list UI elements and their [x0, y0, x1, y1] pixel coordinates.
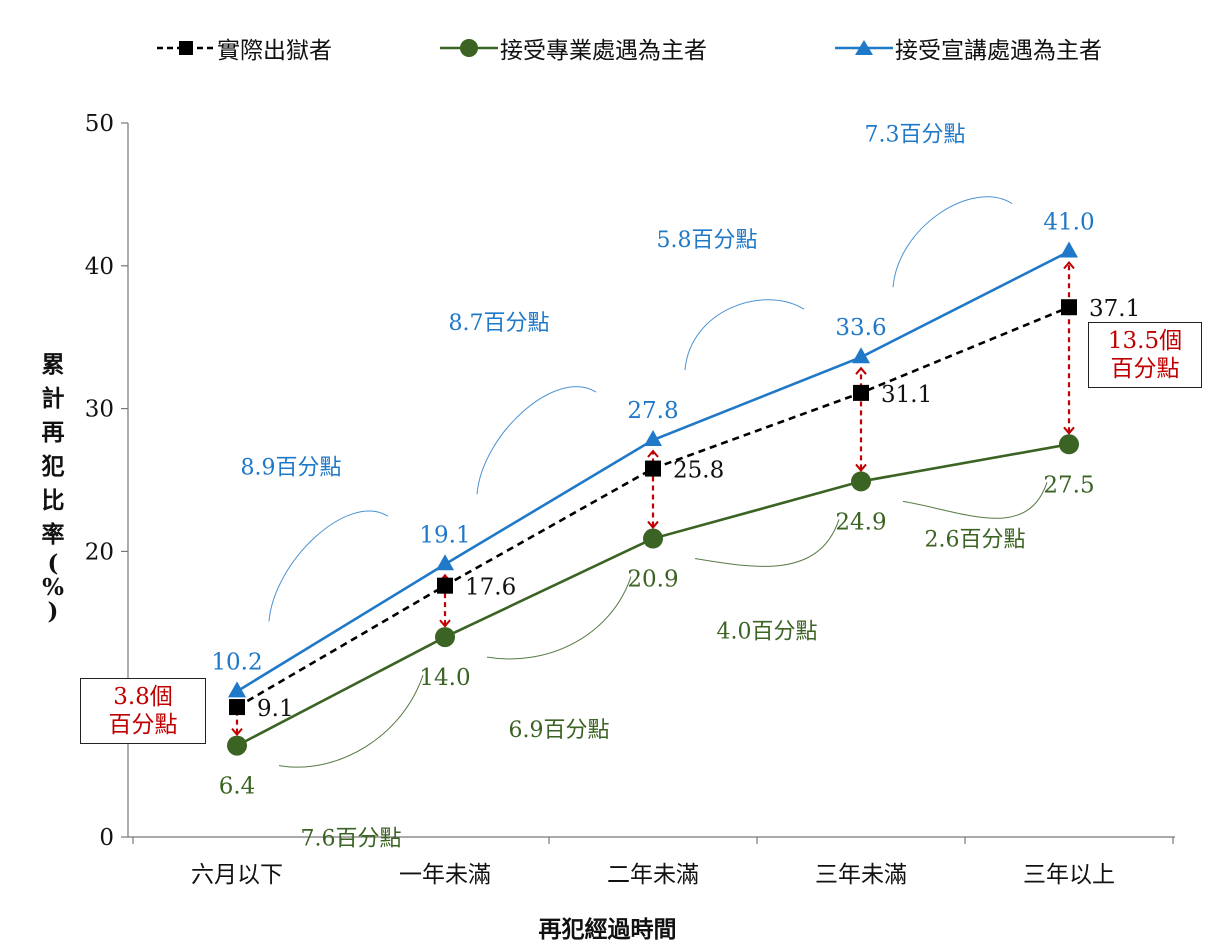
gap-box-first: 3.8個 百分點: [80, 678, 206, 744]
data-point-triangle: [852, 347, 870, 364]
data-label-lecture: 10.2: [211, 649, 262, 675]
y-axis-title-char: 比: [41, 487, 65, 514]
legend-item-professional: 接受專業處遇為主者: [438, 28, 707, 68]
y-axis-title-char: 犯: [41, 453, 65, 480]
increment-label-lecture: 8.7百分點: [449, 311, 550, 336]
y-axis-title-char: 計: [41, 385, 65, 412]
legend-label: 接受專業處遇為主者: [500, 38, 707, 64]
y-tick-label: 40: [85, 254, 114, 280]
x-tick-label: 三年未滿: [815, 862, 907, 888]
gap-box-last: 13.5個 百分點: [1088, 322, 1202, 388]
data-point-circle: [435, 627, 455, 648]
data-label-lecture: 41.0: [1043, 210, 1094, 236]
data-point-circle: [227, 735, 247, 756]
data-label-professional: 14.0: [419, 665, 470, 691]
x-tick-label: 三年以上: [1023, 862, 1115, 888]
data-point-triangle: [1060, 241, 1078, 258]
increment-arc-green: [486, 576, 632, 660]
y-tick-label: 50: [85, 111, 114, 137]
data-label-lecture: 33.6: [835, 315, 886, 341]
x-tick-label: 二年未滿: [607, 862, 699, 888]
y-tick-label: 20: [85, 539, 114, 565]
series-line: [236, 306, 1070, 709]
y-axis-title-char: (: [47, 550, 59, 577]
legend-item-actual: 實際出獄者: [155, 28, 332, 68]
y-tick-label: 0: [99, 825, 114, 851]
data-point-square: [645, 460, 661, 477]
increment-label-lecture: 7.3百分點: [865, 123, 966, 148]
increment-arc-green: [694, 519, 840, 567]
data-label-lecture: 27.8: [627, 398, 678, 424]
increment-label-professional: 2.6百分點: [925, 527, 1026, 552]
legend-dashed-square-icon: [157, 41, 215, 55]
increment-arc-green: [278, 674, 424, 768]
y-axis-title-char: ): [47, 598, 59, 625]
increment-label-professional: 7.6百分點: [301, 827, 402, 852]
increment-label-lecture: 5.8百分點: [657, 228, 758, 253]
data-point-square: [229, 699, 245, 716]
gap-box-line: 百分點: [1110, 356, 1180, 382]
x-axis-title: 再犯經過時間: [538, 916, 677, 943]
data-label-professional: 20.9: [627, 567, 678, 593]
y-axis-title-char: 累: [41, 351, 65, 378]
data-label-actual: 37.1: [1089, 296, 1140, 322]
legend-label: 接受宣講處遇為主者: [895, 38, 1102, 64]
increment-label-professional: 6.9百分點: [509, 718, 610, 743]
gap-box-line: 3.8個: [113, 684, 173, 710]
data-point-circle: [643, 528, 663, 549]
data-point-square: [1061, 299, 1077, 316]
data-point-triangle: [644, 430, 662, 447]
gap-box-line: 13.5個: [1107, 328, 1183, 354]
increment-arc-blue: [892, 196, 1013, 288]
data-label-professional: 24.9: [835, 509, 886, 535]
gap-box-line: 百分點: [108, 712, 178, 738]
data-label-actual: 9.1: [257, 696, 294, 722]
data-point-square: [437, 577, 453, 594]
data-label-actual: 17.6: [465, 575, 516, 601]
legend-item-lecture: 接受宣講處遇為主者: [833, 28, 1102, 68]
data-point-circle: [851, 471, 871, 492]
x-tick-label: 一年未滿: [399, 862, 491, 888]
y-axis-title-char: %: [42, 574, 64, 601]
data-point-triangle: [228, 681, 246, 698]
increment-label-professional: 4.0百分點: [717, 620, 818, 645]
data-label-actual: 31.1: [881, 382, 932, 408]
legend-circle-icon: [440, 39, 498, 57]
y-tick-label: 30: [85, 397, 114, 423]
data-label-lecture: 19.1: [419, 522, 470, 548]
increment-arc-blue: [684, 299, 805, 371]
x-tick-label: 六月以下: [191, 862, 283, 888]
y-axis-title: 累 計 再 犯 比 率 ( % ): [38, 348, 68, 624]
data-label-professional: 6.4: [219, 774, 256, 800]
data-point-square: [853, 384, 869, 401]
legend-label: 實際出獄者: [217, 38, 332, 64]
increment-arc-blue: [476, 386, 597, 495]
data-label-professional: 27.5: [1043, 472, 1094, 498]
y-axis-title-char: 率: [41, 521, 65, 548]
increment-arc-blue: [268, 510, 389, 622]
data-point-triangle: [436, 554, 454, 571]
legend: 實際出獄者 接受專業處遇為主者 接受宣講處遇為主者: [0, 28, 1215, 68]
data-label-actual: 25.8: [673, 458, 724, 484]
legend-triangle-icon: [835, 40, 893, 55]
increment-arc-green: [902, 482, 1048, 519]
data-point-circle: [1059, 434, 1079, 455]
increment-label-lecture: 8.9百分點: [241, 455, 342, 480]
y-axis-title-char: 再: [41, 419, 65, 446]
